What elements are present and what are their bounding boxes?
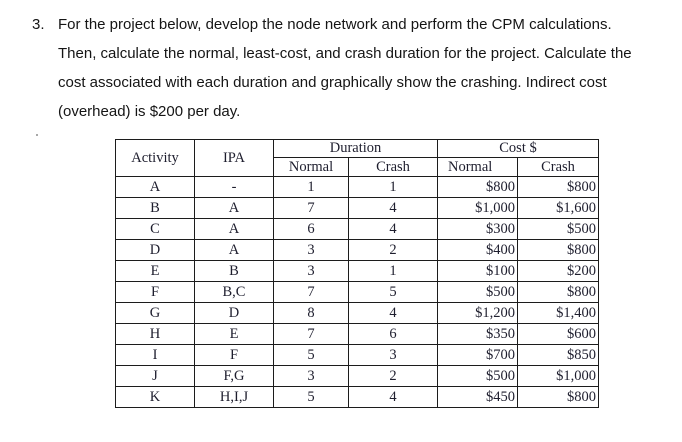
table-row: C A 6 4 $300 $500 xyxy=(115,218,599,240)
duration-crash-cell: 4 xyxy=(348,197,438,219)
duration-normal-cell: 6 xyxy=(273,218,349,240)
cost-normal-cell: $400 xyxy=(437,239,518,261)
cost-normal-cell: $350 xyxy=(437,323,518,345)
problem-text: For the project below, develop the node … xyxy=(58,10,648,126)
duration-normal-cell: 3 xyxy=(273,365,349,387)
cost-normal-cell: $100 xyxy=(437,260,518,282)
table-row: E B 3 1 $100 $200 xyxy=(115,260,599,282)
cost-normal-cell: $1,200 xyxy=(437,302,518,324)
ipa-cell: - xyxy=(194,176,274,198)
ipa-cell: B xyxy=(194,260,274,282)
col-header-cost-crash: Crash xyxy=(517,157,599,177)
activity-cell: F xyxy=(115,281,195,303)
table-row: B A 7 4 $1,000 $1,600 xyxy=(115,197,599,219)
cost-normal-cell: $450 xyxy=(437,386,518,408)
cost-crash-cell: $1,600 xyxy=(517,197,599,219)
col-group-duration: Duration xyxy=(273,139,438,158)
duration-normal-cell: 7 xyxy=(273,197,349,219)
activity-table: Activity IPA Duration Cost $ Normal Cras… xyxy=(115,139,599,408)
col-header-activity: Activity xyxy=(115,139,195,177)
cost-normal-cell: $300 xyxy=(437,218,518,240)
activity-cell: C xyxy=(115,218,195,240)
cost-normal-cell: $1,000 xyxy=(437,197,518,219)
duration-normal-cell: 1 xyxy=(273,176,349,198)
duration-crash-cell: 1 xyxy=(348,260,438,282)
activity-cell: I xyxy=(115,344,195,366)
ipa-cell: D xyxy=(194,302,274,324)
col-header-ipa: IPA xyxy=(194,139,274,177)
stray-scan-mark xyxy=(36,134,38,136)
duration-normal-cell: 3 xyxy=(273,239,349,261)
problem-text-line: Then, calculate the normal, least-cost, … xyxy=(58,45,632,62)
table-row: G D 8 4 $1,200 $1,400 xyxy=(115,302,599,324)
table-row: F B,C 7 5 $500 $800 xyxy=(115,281,599,303)
table-row: H E 7 6 $350 $600 xyxy=(115,323,599,345)
table-row: J F,G 3 2 $500 $1,000 xyxy=(115,365,599,387)
problem-text-line: (overhead) is $200 per day. xyxy=(58,103,241,120)
activity-cell: A xyxy=(115,176,195,198)
ipa-cell: B,C xyxy=(194,281,274,303)
ipa-cell: F xyxy=(194,344,274,366)
ipa-cell: A xyxy=(194,218,274,240)
duration-crash-cell: 4 xyxy=(348,218,438,240)
cost-normal-cell: $500 xyxy=(437,365,518,387)
duration-normal-cell: 7 xyxy=(273,281,349,303)
duration-crash-cell: 2 xyxy=(348,365,438,387)
problem-text-line: For the project below, develop the node … xyxy=(58,16,612,33)
activity-cell: J xyxy=(115,365,195,387)
cost-crash-cell: $800 xyxy=(517,239,599,261)
cost-crash-cell: $1,400 xyxy=(517,302,599,324)
cost-crash-cell: $850 xyxy=(517,344,599,366)
cost-crash-cell: $200 xyxy=(517,260,599,282)
cost-crash-cell: $600 xyxy=(517,323,599,345)
ipa-cell: E xyxy=(194,323,274,345)
duration-crash-cell: 2 xyxy=(348,239,438,261)
duration-normal-cell: 5 xyxy=(273,344,349,366)
cost-crash-cell: $1,000 xyxy=(517,365,599,387)
table-row: A - 1 1 $800 $800 xyxy=(115,176,599,198)
problem-number: 3. xyxy=(32,16,45,33)
activity-cell: G xyxy=(115,302,195,324)
activity-cell: B xyxy=(115,197,195,219)
activity-cell: E xyxy=(115,260,195,282)
problem-text-line: cost associated with each duration and g… xyxy=(58,74,607,91)
cost-crash-cell: $800 xyxy=(517,281,599,303)
col-group-cost: Cost $ xyxy=(437,139,599,158)
activity-cell: D xyxy=(115,239,195,261)
table-row: I F 5 3 $700 $850 xyxy=(115,344,599,366)
ipa-cell: A xyxy=(194,197,274,219)
duration-normal-cell: 8 xyxy=(273,302,349,324)
col-header-cost-normal: Normal xyxy=(437,157,518,177)
ipa-cell: H,I,J xyxy=(194,386,274,408)
cost-crash-cell: $800 xyxy=(517,386,599,408)
cost-normal-cell: $800 xyxy=(437,176,518,198)
duration-crash-cell: 6 xyxy=(348,323,438,345)
duration-normal-cell: 5 xyxy=(273,386,349,408)
cost-normal-cell: $500 xyxy=(437,281,518,303)
duration-normal-cell: 3 xyxy=(273,260,349,282)
duration-crash-cell: 5 xyxy=(348,281,438,303)
cost-crash-cell: $800 xyxy=(517,176,599,198)
ipa-cell: A xyxy=(194,239,274,261)
ipa-cell: F,G xyxy=(194,365,274,387)
duration-crash-cell: 1 xyxy=(348,176,438,198)
duration-crash-cell: 4 xyxy=(348,302,438,324)
activity-cell: H xyxy=(115,323,195,345)
cost-normal-cell: $700 xyxy=(437,344,518,366)
table-row: D A 3 2 $400 $800 xyxy=(115,239,599,261)
duration-normal-cell: 7 xyxy=(273,323,349,345)
duration-crash-cell: 4 xyxy=(348,386,438,408)
table-row: K H,I,J 5 4 $450 $800 xyxy=(115,386,599,408)
cost-crash-cell: $500 xyxy=(517,218,599,240)
problem-statement: 3. For the project below, develop the no… xyxy=(32,10,648,126)
activity-cell: K xyxy=(115,386,195,408)
col-header-duration-crash: Crash xyxy=(348,157,438,177)
duration-crash-cell: 3 xyxy=(348,344,438,366)
col-header-duration-normal: Normal xyxy=(273,157,349,177)
